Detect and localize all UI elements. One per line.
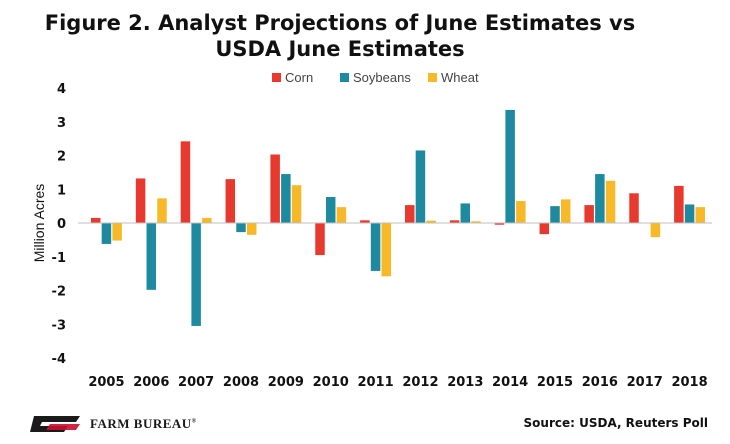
bar-wheat-2015 (560, 199, 571, 223)
x-tick-label: 2014 (492, 375, 528, 390)
bar-soybeans-2014 (505, 109, 515, 223)
bar-corn-2007 (180, 141, 191, 223)
bar-corn-2012 (404, 205, 415, 223)
y-tick-label: -3 (52, 318, 66, 333)
x-tick-label: 2017 (627, 375, 663, 390)
bar-soybeans-2009 (281, 174, 291, 223)
legend-label-wheat: Wheat (441, 70, 479, 85)
bar-soybeans-2006 (146, 223, 157, 290)
legend-label-soybeans: Soybeans (353, 70, 411, 85)
bar-soybeans-2013 (460, 203, 471, 223)
bar-soybeans-2010 (325, 197, 336, 223)
y-tick-label: -1 (52, 251, 66, 266)
bar-soybeans-2011 (370, 223, 381, 271)
bar-corn-2009 (270, 154, 280, 223)
x-tick-label: 2005 (88, 375, 124, 390)
x-tick-label: 2011 (357, 375, 393, 390)
bar-corn-2008 (225, 179, 236, 223)
bar-wheat-2013 (471, 221, 481, 223)
y-tick-label: -4 (52, 352, 66, 367)
y-axis-label: Million Acres (31, 184, 47, 263)
bar-corn-2013 (449, 220, 460, 223)
bar-soybeans-2007 (191, 223, 201, 326)
bar-wheat-2008 (246, 223, 257, 235)
bar-soybeans-2012 (415, 150, 426, 223)
chart-title-line-1: Figure 2. Analyst Projections of June Es… (44, 11, 636, 35)
bar-wheat-2007 (202, 217, 212, 223)
farm-bureau-logo: FARM BUREAU® (28, 414, 197, 434)
y-tick-label: 1 (57, 183, 66, 198)
bar-soybeans-2008 (236, 223, 246, 233)
bar-corn-2018 (674, 185, 684, 223)
x-tick-label: 2013 (447, 375, 483, 390)
chart-title: Figure 2. Analyst Projections of June Es… (0, 10, 680, 62)
registered-mark: ® (191, 418, 197, 425)
x-tick-label: 2016 (582, 375, 618, 390)
bar-soybeans-2018 (684, 204, 695, 223)
bar-chart: 4 3 2 1 0 -1 -2 -3 -4 Million Acres 2005 2006 2007 20… (31, 70, 712, 390)
bar-wheat-2018 (695, 207, 706, 223)
bar-wheat-2005 (112, 223, 122, 241)
bar-corn-2005 (90, 217, 101, 223)
y-tick-label: -2 (52, 285, 66, 300)
bar-corn-2017 (629, 193, 639, 223)
x-tick-label: 2006 (133, 375, 169, 390)
y-tick-label: 4 (57, 82, 66, 97)
bar-corn-2014 (494, 223, 505, 225)
bar-wheat-2016 (605, 180, 616, 223)
bar-corn-2011 (360, 220, 370, 223)
farm-bureau-logo-icon (30, 416, 80, 432)
bar-corn-2010 (315, 223, 325, 256)
y-tick-label: 2 (57, 150, 66, 165)
bar-corn-2016 (584, 205, 594, 223)
chart-title-line-2: USDA June Estimates (215, 37, 465, 61)
bar-soybeans-2015 (550, 206, 560, 223)
legend-swatch-wheat (428, 73, 437, 82)
bar-wheat-2012 (426, 220, 436, 223)
x-tick-label: 2008 (223, 375, 259, 390)
legend-swatch-soybeans (340, 73, 349, 82)
bar-corn-2006 (135, 178, 146, 223)
legend-swatch-corn (272, 73, 281, 82)
y-tick-label: 3 (57, 116, 66, 131)
bar-soybeans-2005 (101, 223, 112, 244)
legend-label-corn: Corn (285, 70, 313, 85)
bar-wheat-2006 (157, 198, 167, 223)
x-tick-label: 2012 (402, 375, 438, 390)
logo-text: FARM BUREAU (90, 416, 192, 431)
bar-wheat-2014 (516, 201, 526, 223)
bar-soybeans-2016 (595, 174, 605, 223)
x-tick-label: 2009 (268, 375, 304, 390)
bar-wheat-2009 (291, 185, 302, 223)
bar-wheat-2011 (381, 223, 392, 277)
bar-wheat-2017 (650, 223, 661, 238)
x-tick-label: 2007 (178, 375, 214, 390)
source-note: Source: USDA, Reuters Poll (523, 416, 708, 430)
x-tick-label: 2010 (313, 375, 349, 390)
bar-corn-2015 (539, 223, 550, 235)
x-tick-label: 2015 (537, 375, 573, 390)
x-tick-label: 2018 (671, 375, 707, 390)
y-tick-label: 0 (57, 217, 66, 232)
bar-wheat-2010 (336, 207, 347, 223)
